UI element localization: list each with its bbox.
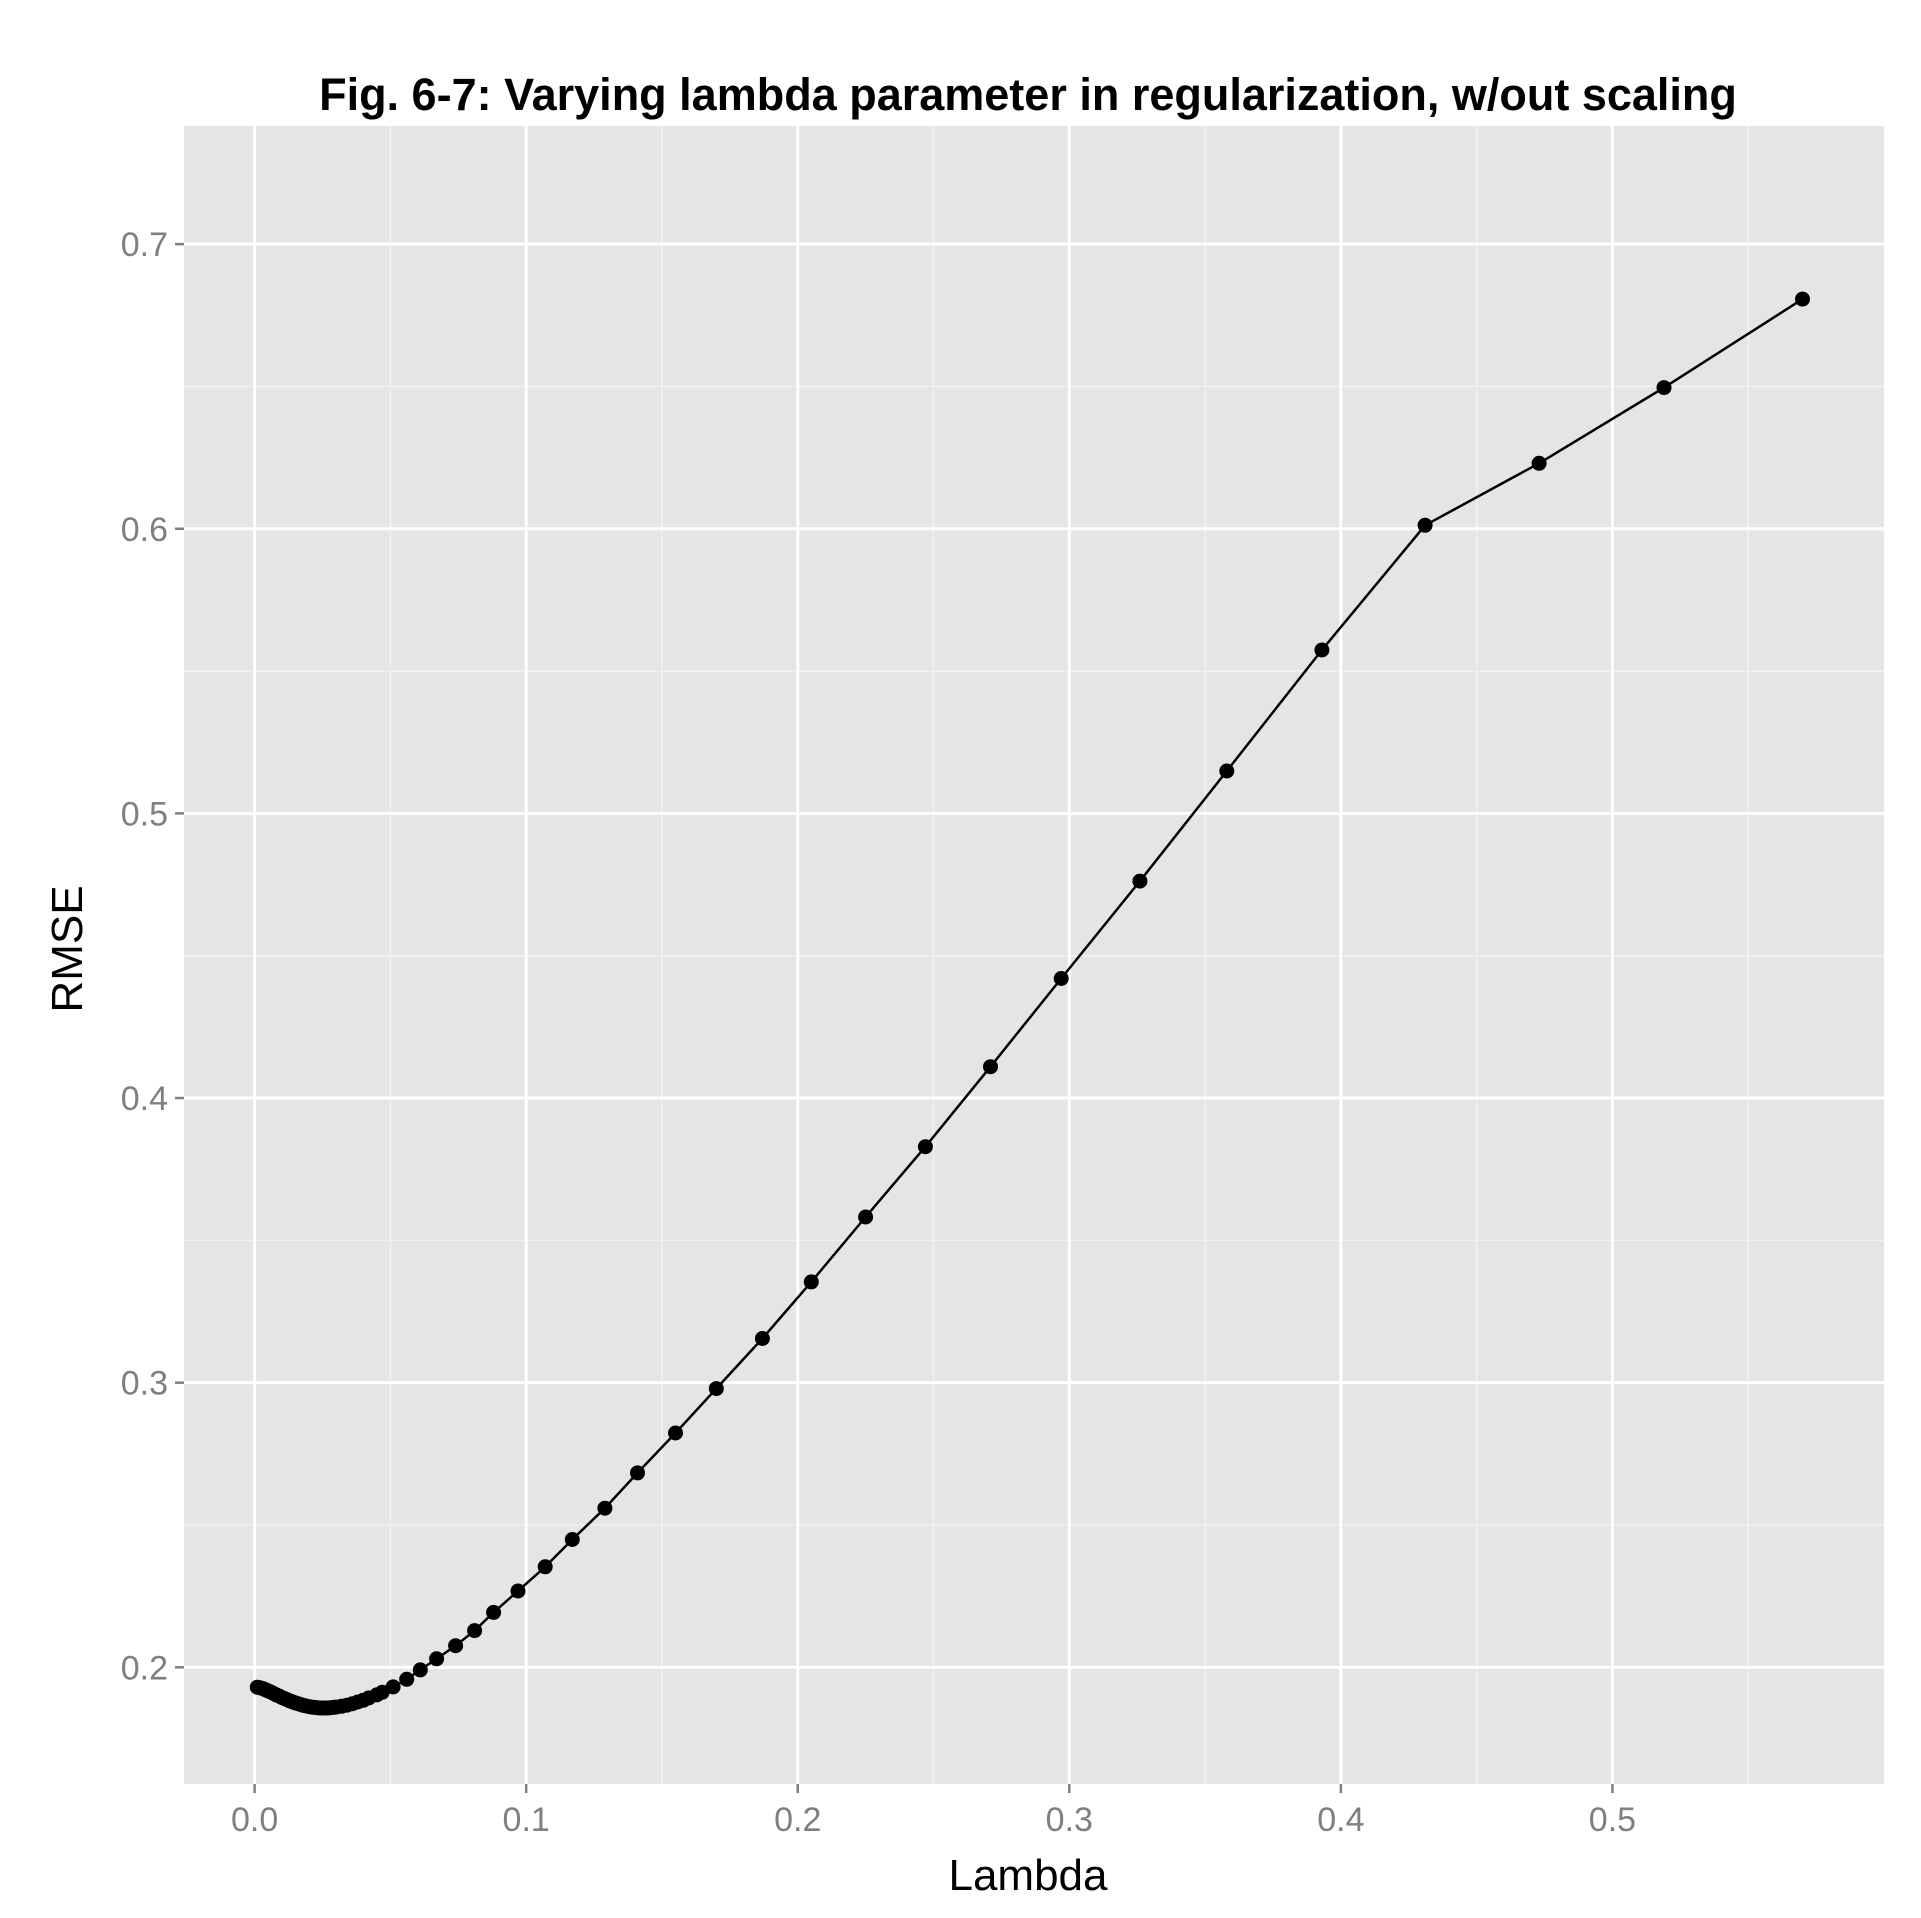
y-tick-label: 0.4 xyxy=(121,1080,168,1118)
data-point xyxy=(1314,642,1330,658)
data-series xyxy=(249,291,1810,1716)
data-point xyxy=(564,1532,580,1547)
data-point xyxy=(858,1209,874,1225)
data-point xyxy=(668,1425,683,1441)
y-tick-label: 0.3 xyxy=(121,1365,168,1403)
data-point xyxy=(597,1500,613,1516)
data-point xyxy=(385,1679,401,1695)
minor-gridlines xyxy=(184,126,1884,1784)
data-point xyxy=(803,1274,819,1290)
x-tick-label: 0.0 xyxy=(231,1801,278,1839)
y-axis-label: RMSE xyxy=(43,885,92,1012)
data-point xyxy=(1219,763,1235,779)
chart-title: Fig. 6-7: Varying lambda parameter in re… xyxy=(319,69,1737,120)
data-point xyxy=(1417,517,1433,533)
y-tick-label: 0.6 xyxy=(121,511,168,549)
data-point xyxy=(708,1381,724,1397)
y-tick-label: 0.5 xyxy=(121,795,168,833)
data-point xyxy=(448,1638,464,1654)
x-tick-label: 0.4 xyxy=(1317,1801,1364,1839)
y-axis-ticks: 0.2 0.3 0.4 0.5 0.6 0.7 xyxy=(121,226,184,1687)
x-axis-ticks: 0.0 0.1 0.2 0.3 0.4 0.5 xyxy=(231,1784,1636,1839)
x-axis-label: Lambda xyxy=(948,1851,1108,1900)
x-tick-label: 0.2 xyxy=(774,1801,821,1839)
major-gridlines xyxy=(184,126,1884,1784)
data-point xyxy=(1053,971,1069,986)
data-point xyxy=(429,1651,445,1667)
data-point xyxy=(486,1604,502,1620)
data-point xyxy=(1132,873,1148,889)
data-point xyxy=(1795,291,1810,307)
data-point xyxy=(630,1465,645,1481)
y-tick-label: 0.2 xyxy=(121,1649,168,1687)
data-point xyxy=(1531,455,1547,471)
data-point xyxy=(917,1139,933,1155)
data-point xyxy=(412,1662,428,1678)
x-tick-label: 0.5 xyxy=(1589,1801,1636,1839)
data-point xyxy=(754,1331,770,1346)
data-point xyxy=(983,1059,998,1075)
y-tick-label: 0.7 xyxy=(121,226,168,264)
data-point xyxy=(467,1623,483,1639)
data-point xyxy=(510,1583,526,1599)
x-tick-label: 0.3 xyxy=(1046,1801,1093,1839)
data-point xyxy=(537,1559,553,1575)
data-point xyxy=(399,1671,415,1687)
x-tick-label: 0.1 xyxy=(503,1801,550,1839)
data-point xyxy=(1656,380,1672,396)
